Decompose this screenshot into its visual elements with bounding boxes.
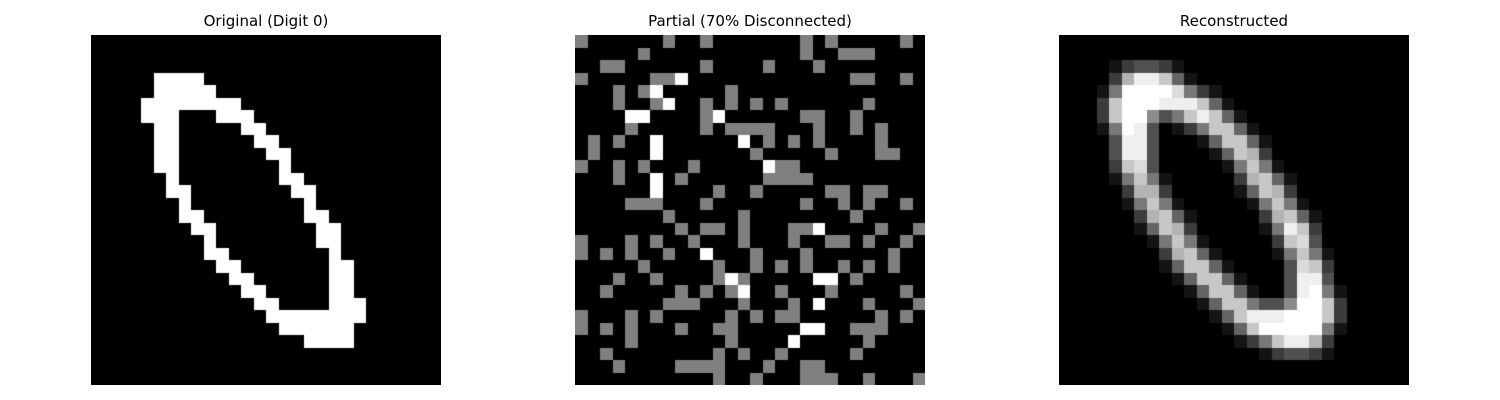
panel-title-original: Original (Digit 0) bbox=[203, 12, 329, 30]
panel-title-partial: Partial (70% Disconnected) bbox=[648, 12, 852, 30]
partial-digit-image bbox=[575, 35, 925, 385]
original-digit-image bbox=[91, 35, 441, 385]
reconstructed-digit-image bbox=[1059, 35, 1409, 385]
panel-title-reconstructed: Reconstructed bbox=[1179, 12, 1289, 30]
